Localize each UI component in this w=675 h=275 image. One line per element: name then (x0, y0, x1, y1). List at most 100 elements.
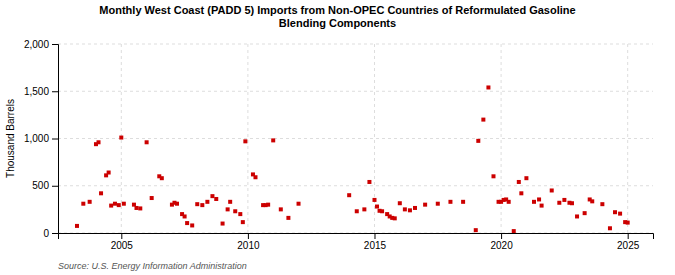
point (608, 226, 612, 230)
y-tick: 1,500 (24, 86, 58, 97)
point (150, 196, 154, 200)
annotation: Source: U.S. Energy Information Administ… (58, 261, 247, 271)
point (618, 212, 622, 216)
point (362, 207, 366, 211)
point (570, 201, 574, 205)
x-tick-label: 2015 (364, 240, 387, 251)
y-tick-mark (52, 44, 58, 45)
title: Monthly West Coast (PADD 5) Imports from… (99, 4, 575, 29)
point (226, 207, 230, 211)
y-tick-mark (52, 233, 58, 234)
point (436, 202, 440, 206)
point (507, 200, 511, 204)
point (380, 209, 384, 213)
point (413, 206, 417, 210)
point (228, 200, 232, 204)
grid-line-x (247, 44, 248, 233)
y-tick-label: 2,000 (24, 39, 49, 50)
grid (58, 44, 653, 233)
point (88, 200, 92, 204)
x-tick-mark (248, 233, 249, 239)
point (195, 202, 199, 206)
point (550, 188, 554, 192)
point (423, 203, 427, 207)
y-tick-label: 500 (32, 180, 49, 191)
point (557, 201, 561, 205)
point (537, 197, 541, 201)
x-tick-mark (374, 233, 375, 239)
point (626, 221, 630, 225)
point (214, 197, 218, 201)
point (491, 174, 495, 178)
y-tick-mark (52, 186, 58, 187)
y-axis: 0 500 1,000 1,500 2,000 (24, 39, 59, 239)
x-tick: 2015 (364, 233, 387, 251)
point (266, 203, 270, 207)
chart: Monthly West Coast (PADD 5) Imports from… (0, 0, 675, 275)
point (117, 203, 121, 207)
y-tick: 0 (43, 228, 58, 239)
y-axis-title: Thousand Barrels (5, 99, 16, 178)
title-line: Blending Components (279, 17, 396, 29)
point (190, 223, 194, 227)
point (481, 118, 485, 122)
point (210, 194, 214, 198)
x-axis: 20052010201520202025 (59, 233, 654, 251)
grid-line-y (58, 185, 653, 186)
point (347, 193, 351, 197)
point (408, 208, 412, 212)
point (243, 139, 247, 143)
point (540, 204, 544, 208)
point (474, 228, 478, 232)
point (279, 207, 283, 211)
point (138, 206, 142, 210)
x-tick-mark (628, 233, 629, 239)
y-tick: 2,000 (24, 39, 58, 50)
y-tick: 1,000 (24, 133, 58, 144)
y-tick-label: 1,000 (24, 133, 49, 144)
y-tick-label: 0 (43, 228, 49, 239)
point (524, 176, 528, 180)
grid-line-y (58, 44, 653, 45)
point (185, 221, 189, 225)
point (575, 214, 579, 218)
point (113, 202, 117, 206)
point (107, 171, 111, 175)
point (109, 204, 113, 208)
point (375, 205, 379, 209)
y-tick-label: 1,500 (24, 86, 49, 97)
point (183, 214, 187, 218)
point (562, 198, 566, 202)
point (241, 220, 245, 224)
point (160, 176, 164, 180)
point (519, 191, 523, 195)
point (205, 200, 209, 204)
x-tick: 2020 (490, 233, 513, 251)
point (221, 222, 225, 226)
x-tick: 2010 (237, 233, 260, 251)
point (600, 202, 604, 206)
x-tick-label: 2025 (617, 240, 640, 251)
point (145, 140, 149, 144)
x-tick-mark (121, 233, 122, 239)
point (486, 85, 490, 89)
y-tick-mark (52, 91, 58, 92)
grid-line-y (58, 91, 653, 92)
point (590, 199, 594, 203)
point (517, 180, 521, 184)
point (613, 210, 617, 214)
point (403, 207, 407, 211)
point (253, 175, 257, 179)
title-line: Monthly West Coast (PADD 5) Imports from… (99, 4, 575, 16)
point (355, 209, 359, 213)
point (122, 202, 126, 206)
y-axis-line (52, 45, 59, 234)
point (512, 229, 516, 233)
point (532, 200, 536, 204)
point (81, 202, 85, 206)
grid-line-y (58, 138, 653, 139)
point (99, 191, 103, 195)
y-tick-mark (52, 139, 58, 140)
point (271, 138, 275, 142)
point (200, 203, 204, 207)
